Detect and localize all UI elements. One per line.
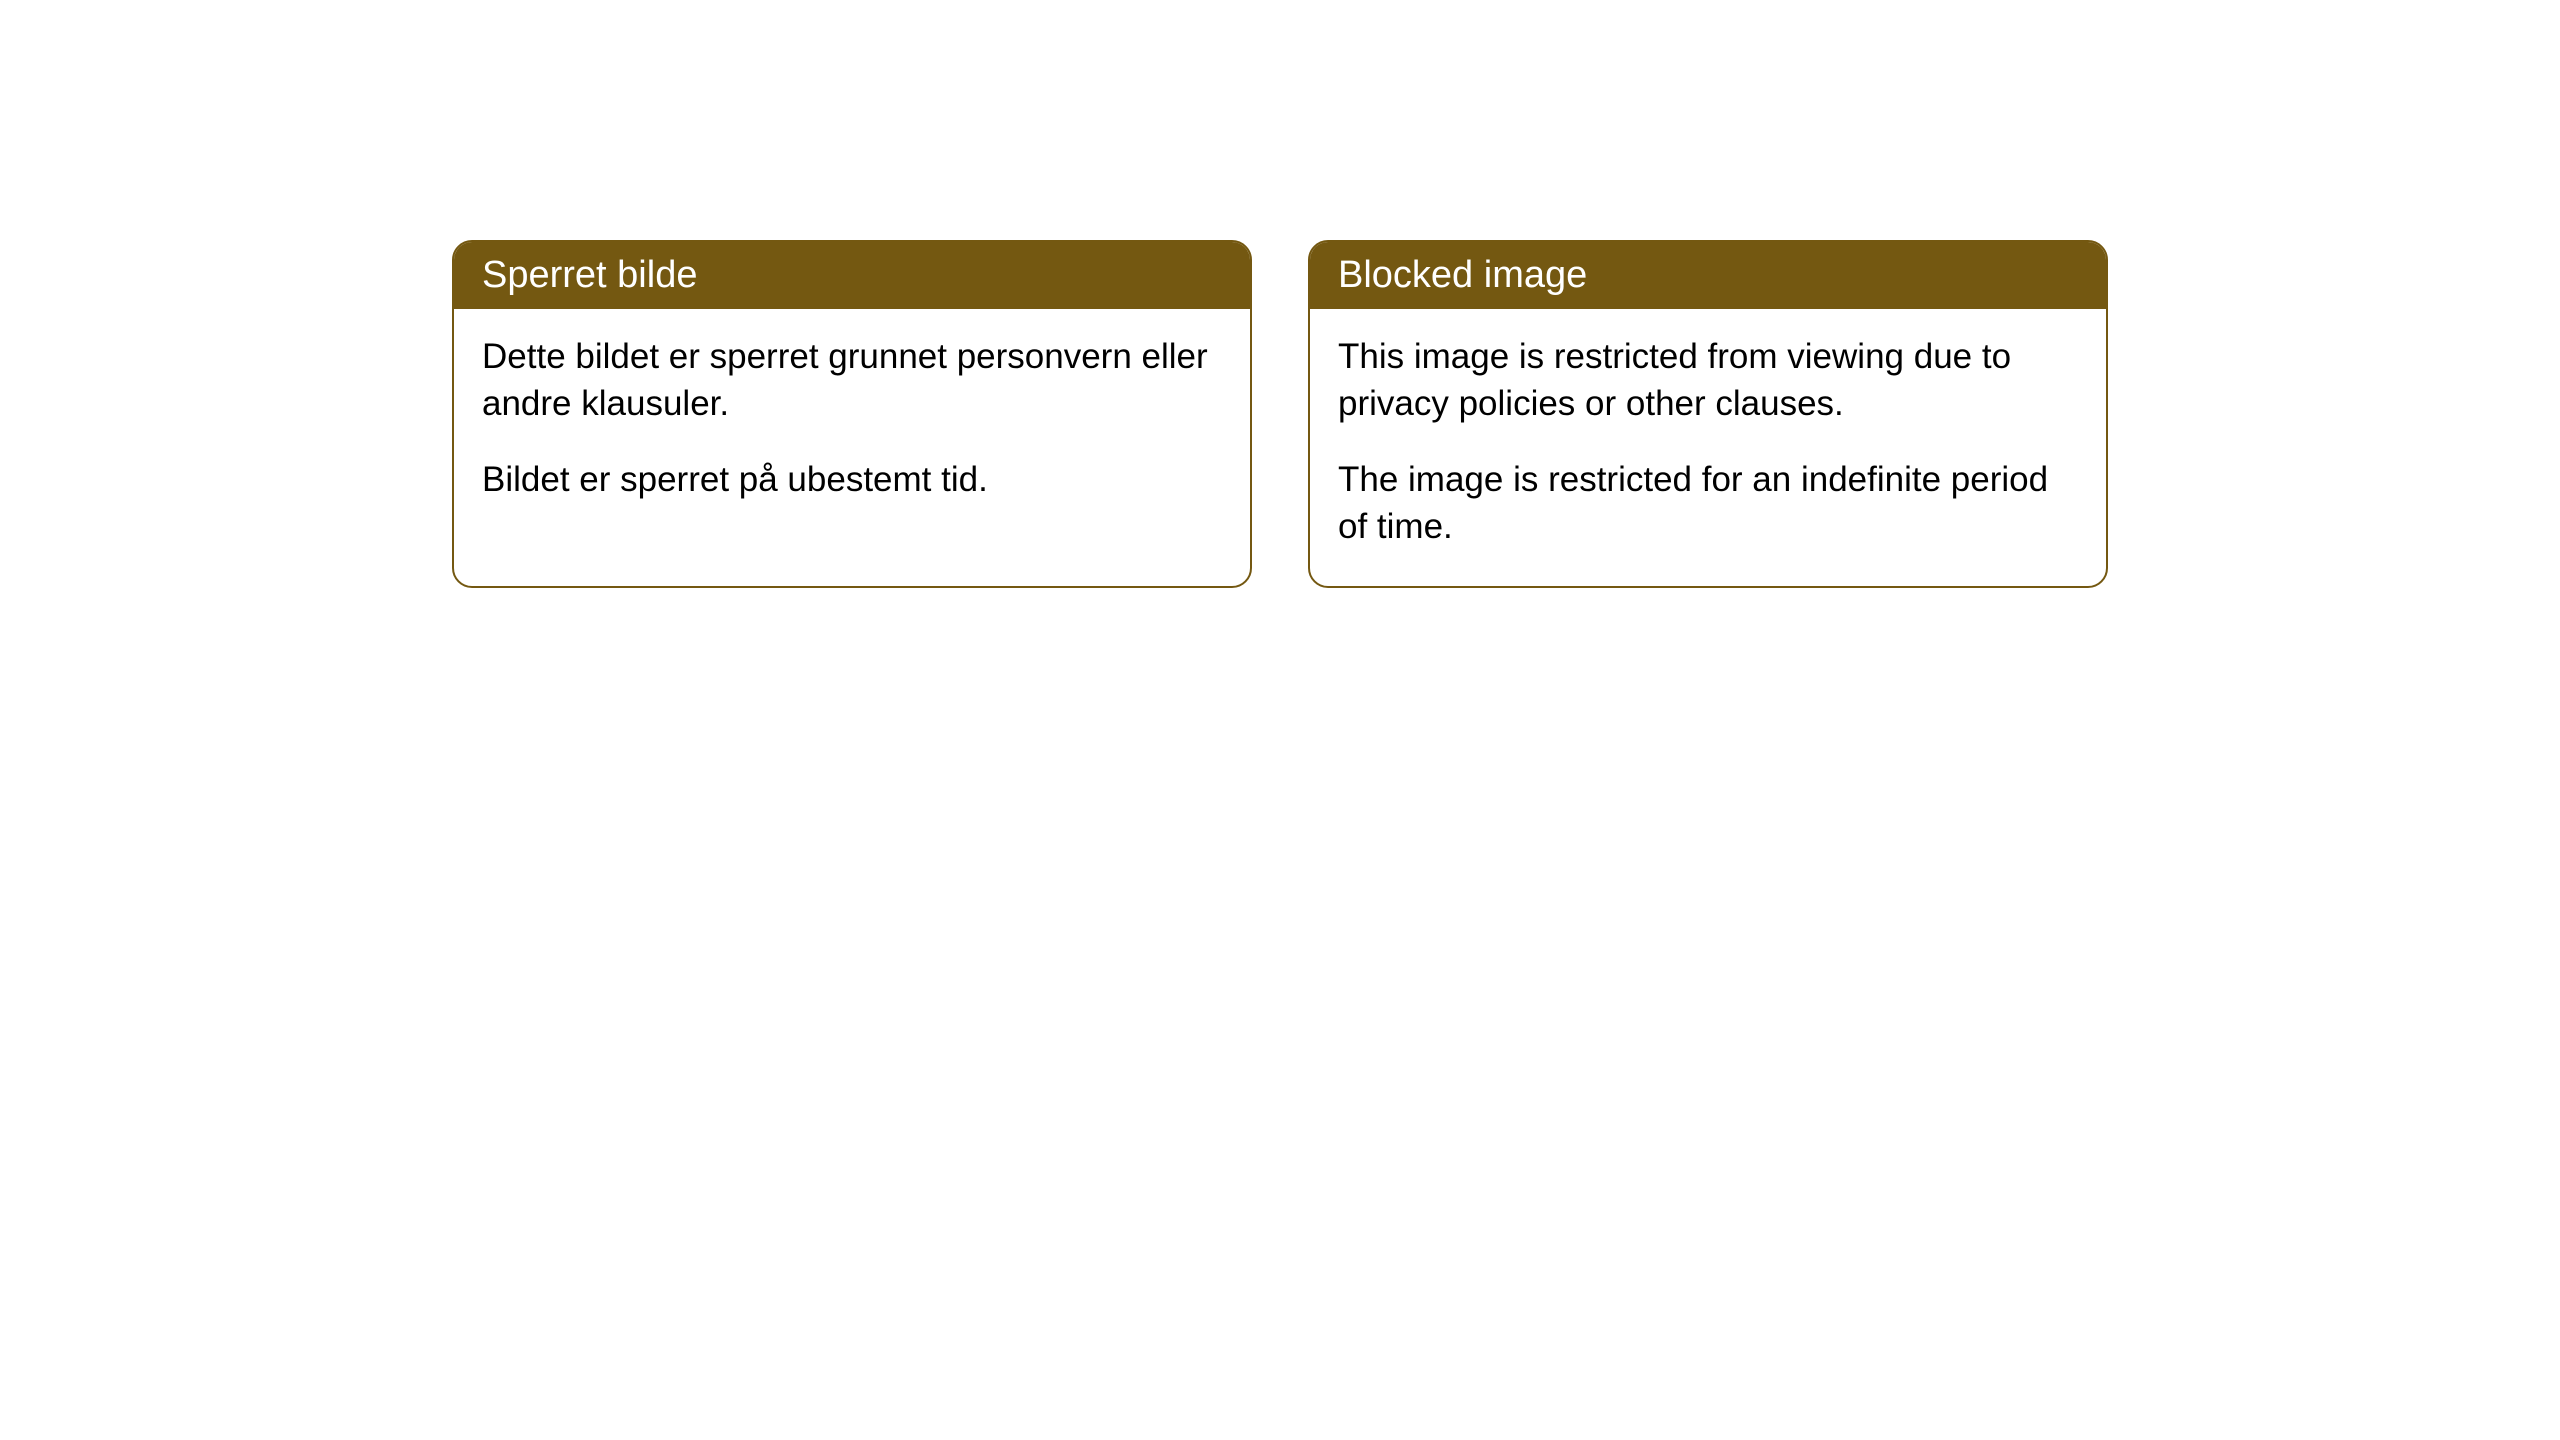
card-paragraph: Bildet er sperret på ubestemt tid. — [482, 456, 1222, 503]
card-body-english: This image is restricted from viewing du… — [1310, 309, 2106, 586]
card-paragraph: The image is restricted for an indefinit… — [1338, 456, 2078, 551]
card-title: Sperret bilde — [482, 254, 697, 296]
card-norwegian: Sperret bilde Dette bildet er sperret gr… — [452, 240, 1252, 588]
card-header-english: Blocked image — [1310, 242, 2106, 309]
card-body-norwegian: Dette bildet er sperret grunnet personve… — [454, 309, 1250, 539]
card-paragraph: Dette bildet er sperret grunnet personve… — [482, 333, 1222, 428]
card-header-norwegian: Sperret bilde — [454, 242, 1250, 309]
card-english: Blocked image This image is restricted f… — [1308, 240, 2108, 588]
cards-container: Sperret bilde Dette bildet er sperret gr… — [450, 240, 2110, 588]
card-title: Blocked image — [1338, 254, 1587, 296]
card-paragraph: This image is restricted from viewing du… — [1338, 333, 2078, 428]
